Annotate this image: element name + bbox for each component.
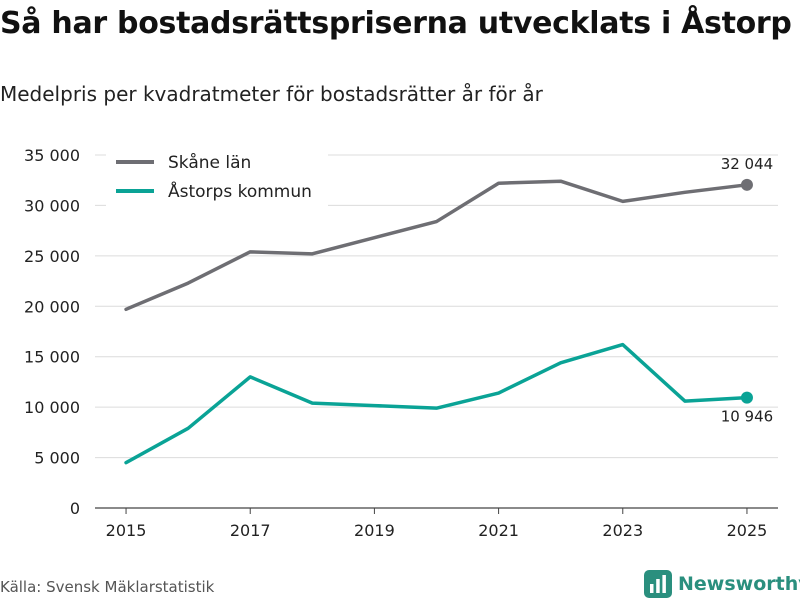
legend-background <box>106 148 328 208</box>
series-end-marker-0 <box>740 178 753 191</box>
x-tick-label: 2025 <box>727 521 768 540</box>
bar-chart-logo-icon <box>644 570 672 598</box>
series-end-marker-1 <box>740 391 753 404</box>
x-tick-label: 2015 <box>106 521 147 540</box>
x-tick-label: 2019 <box>354 521 395 540</box>
legend-label-1: Åstorps kommun <box>168 180 312 202</box>
y-tick-label: 10 000 <box>24 398 80 417</box>
y-tick-label: 0 <box>70 499 80 518</box>
legend-label-0: Skåne län <box>168 152 251 173</box>
chart-title: Så har bostadsrättspriserna utvecklats i… <box>0 6 792 41</box>
legend: Skåne län Åstorps kommun <box>106 148 328 208</box>
series-line-0 <box>124 179 749 312</box>
y-tick-label: 5 000 <box>34 449 80 468</box>
x-tick-label: 2023 <box>602 521 643 540</box>
brand-logo: Newsworthy <box>644 570 800 598</box>
chart-subtitle: Medelpris per kvadratmeter för bostadsrä… <box>0 82 543 106</box>
y-tick-label: 15 000 <box>24 348 80 367</box>
source-note: Källa: Svensk Mäklarstatistik <box>0 578 215 596</box>
series-lines: 32 044 10 946 <box>124 155 774 465</box>
x-tick-label: 2021 <box>478 521 519 540</box>
axes: 0 5 000 10 000 15 000 20 000 25 000 30 000 35 0… <box>24 146 767 540</box>
x-tick-label: 2017 <box>230 521 271 540</box>
series-line-1 <box>124 342 749 465</box>
brand-name: Newsworthy <box>678 573 800 595</box>
series-end-label-0: 32 044 <box>721 155 774 173</box>
y-tick-label: 20 000 <box>24 297 80 316</box>
y-tick-label: 25 000 <box>24 247 80 266</box>
y-tick-label: 30 000 <box>24 196 80 215</box>
y-tick-label: 35 000 <box>24 146 80 165</box>
series-end-label-1: 10 946 <box>721 408 774 426</box>
